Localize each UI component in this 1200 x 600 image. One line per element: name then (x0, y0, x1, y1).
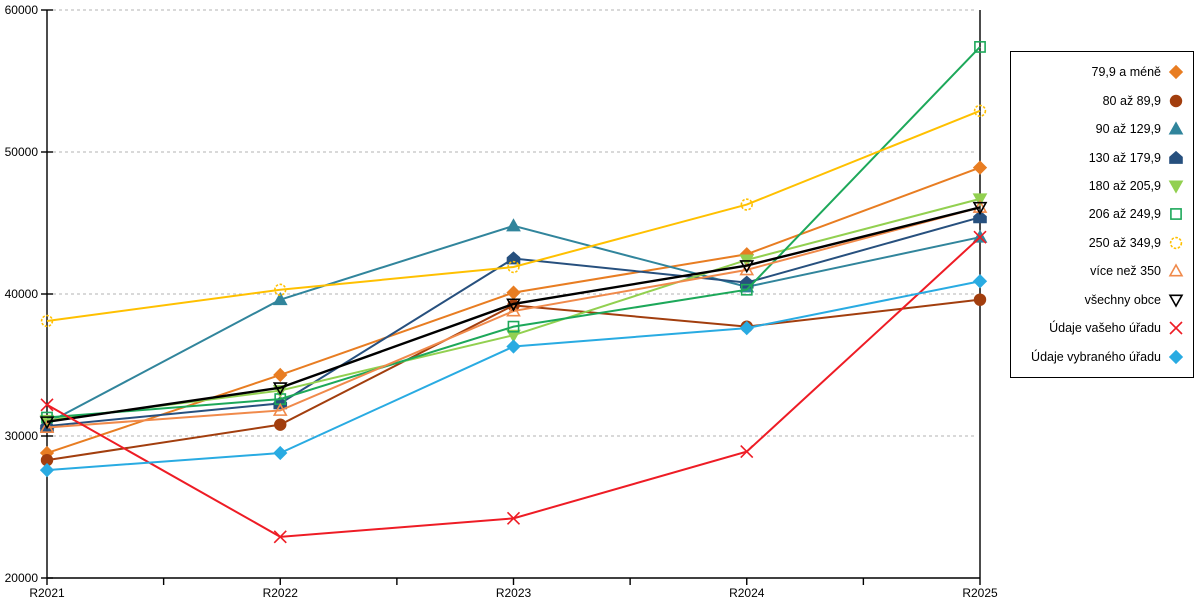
legend-item: 79,9 a méně (1011, 64, 1193, 80)
legend-item: 130 až 179,9 (1011, 150, 1193, 166)
circle-marker-icon (1169, 236, 1183, 250)
series-5 (41, 41, 986, 424)
legend-item: Údaje vašeho úřadu (1011, 320, 1193, 336)
y-tick-label: 60000 (5, 3, 39, 17)
series-9 (40, 230, 987, 544)
legend-item-label: Údaje vybraného úřadu (1031, 349, 1161, 364)
triangle-down-marker-icon (1168, 180, 1184, 194)
y-tick-label: 40000 (5, 287, 39, 301)
legend: 79,9 a méně 80 až 89,9 90 až 129,9 130 až 1… (1010, 51, 1194, 378)
legend-item-label: více než 350 (1090, 264, 1161, 279)
legend-item-label: 90 až 129,9 (1095, 122, 1161, 137)
legend-item: více než 350 (1011, 263, 1193, 279)
x-marker-icon (1169, 321, 1183, 335)
pentagon-marker-icon (1169, 150, 1183, 164)
y-tick-label: 50000 (5, 145, 39, 159)
legend-item-label: 250 až 349,9 (1088, 235, 1161, 250)
legend-item-label: 79,9 a méně (1091, 65, 1162, 80)
legend-item-label: 130 až 179,9 (1088, 150, 1161, 165)
triangle-up-marker-icon (1168, 121, 1184, 135)
series-10 (39, 274, 988, 478)
series-6 (40, 104, 987, 328)
series-2 (39, 218, 988, 429)
legend-item-label: 180 až 205,9 (1088, 179, 1161, 194)
diamond-marker-icon (1168, 349, 1184, 364)
legend-item: 90 až 129,9 (1011, 121, 1193, 137)
legend-item-label: Údaje vašeho úřadu (1049, 321, 1161, 336)
series-1 (40, 293, 987, 467)
square-marker-icon (1170, 208, 1182, 221)
legend-item: 80 až 89,9 (1011, 93, 1193, 109)
diamond-marker-icon (1168, 65, 1184, 80)
legend-item: 206 až 249,9 (1011, 206, 1193, 222)
legend-item: Údaje vybraného úřadu (1011, 349, 1193, 365)
triangle-down-marker-icon (1168, 294, 1184, 308)
legend-item: 250 až 349,9 (1011, 235, 1193, 251)
x-tick-label: R2023 (496, 586, 532, 600)
y-tick-label: 30000 (5, 429, 39, 443)
x-tick-label: R2022 (263, 586, 299, 600)
legend-item-label: 80 až 89,9 (1102, 93, 1161, 108)
x-tick-label: R2021 (29, 586, 65, 600)
legend-item-label: 206 až 249,9 (1088, 207, 1161, 222)
legend-item: 180 až 205,9 (1011, 178, 1193, 194)
circle-marker-icon (1169, 94, 1183, 107)
x-tick-label: R2024 (729, 586, 765, 600)
series-7 (39, 199, 988, 433)
y-tick-label: 20000 (5, 571, 39, 585)
legend-item: všechny obce (1011, 292, 1193, 308)
legend-item-label: všechny obce (1084, 292, 1161, 307)
triangle-up-marker-icon (1168, 263, 1184, 277)
x-tick-label: R2025 (962, 586, 998, 600)
series-8 (39, 201, 988, 430)
